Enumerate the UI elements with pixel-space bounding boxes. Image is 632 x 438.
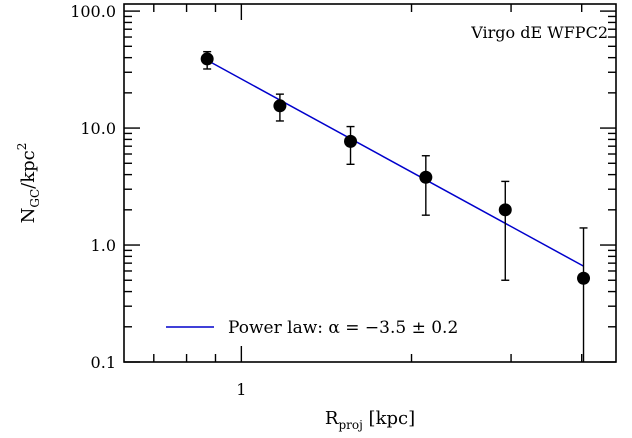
y-axis-label-subscript: GC bbox=[28, 189, 42, 208]
data-point bbox=[419, 170, 433, 184]
data-point bbox=[577, 271, 591, 285]
data-point bbox=[200, 52, 214, 66]
x-axis-label: Rproj [kpc] bbox=[325, 408, 415, 432]
y-axis-label-superscript: 2 bbox=[15, 143, 29, 151]
y-tick-label: 1.0 bbox=[91, 236, 116, 255]
power-law-fit-line bbox=[206, 59, 584, 267]
plot-frame bbox=[123, 3, 617, 363]
y-tick-label: 0.1 bbox=[91, 353, 116, 372]
data-points bbox=[200, 50, 591, 362]
axis-ticks bbox=[124, 4, 616, 363]
axis-tick-labels: 0.1 1.0 10.0 100.0 1 bbox=[70, 2, 246, 399]
data-point bbox=[273, 99, 287, 113]
annotation-text: Virgo dE WFPC2 bbox=[470, 23, 608, 42]
y-axis-label: NGC/kpc2 bbox=[15, 143, 42, 224]
legend: Power law: α = −3.5 ± 0.2 bbox=[166, 318, 458, 338]
power-law-line bbox=[206, 59, 584, 267]
y-tick-label: 100.0 bbox=[70, 2, 116, 21]
data-point bbox=[344, 134, 358, 148]
y-tick-label: 10.0 bbox=[80, 119, 116, 138]
x-axis-label-subscript: proj bbox=[338, 418, 362, 432]
data-point bbox=[498, 203, 512, 217]
legend-entry-label: Power law: α = −3.5 ± 0.2 bbox=[228, 318, 458, 338]
x-tick-label: 1 bbox=[236, 380, 246, 399]
